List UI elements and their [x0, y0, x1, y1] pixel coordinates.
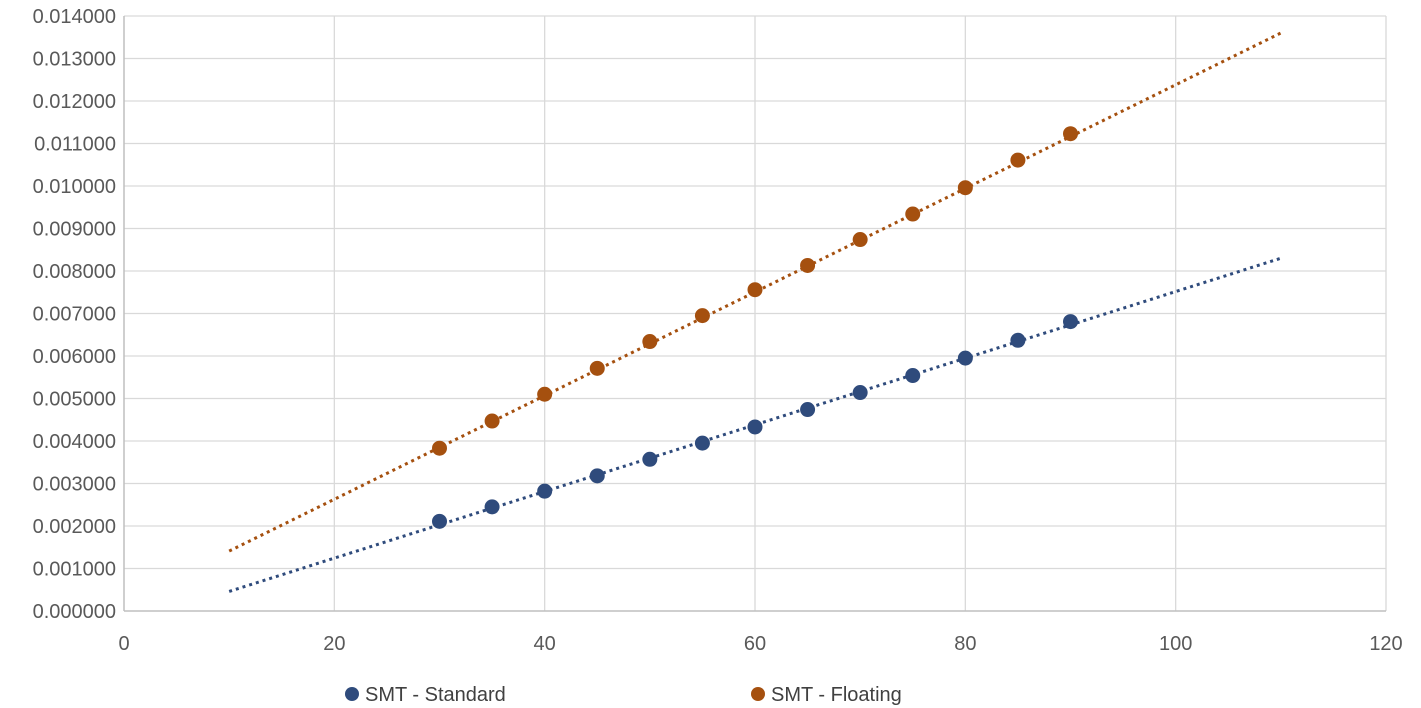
y-tick-label: 0.009000 — [33, 219, 116, 241]
data-points — [432, 126, 1078, 529]
y-tick-label: 0.013000 — [33, 49, 116, 71]
data-point-series-1 — [1063, 314, 1078, 330]
y-tick-label: 0.002000 — [33, 516, 116, 538]
gridlines — [124, 15, 1387, 611]
x-tick-label: 0 — [118, 633, 129, 655]
y-tick-label: 0.000000 — [33, 601, 116, 623]
axes: 0.000000 0.001000 0.002000 0.003000 0.004000… — [33, 6, 1403, 655]
trendline-series-1 — [228, 256, 1282, 593]
data-point-series-1 — [589, 468, 605, 484]
x-tick-label: 40 — [534, 633, 556, 655]
x-tick-label: 120 — [1369, 633, 1402, 655]
x-tick-label: 60 — [744, 633, 766, 655]
data-point-series-2 — [484, 413, 500, 429]
data-point-series-2 — [694, 308, 710, 324]
y-tick-label: 0.006000 — [33, 346, 116, 368]
y-tick-label: 0.008000 — [33, 261, 116, 283]
data-point-series-2 — [957, 180, 973, 196]
data-point-series-1 — [852, 385, 868, 401]
x-tick-label: 20 — [323, 633, 345, 655]
data-point-series-2 — [852, 232, 868, 248]
data-point-series-1 — [432, 513, 447, 529]
y-tick-label: 0.001000 — [33, 559, 116, 581]
y-tick-label: 0.014000 — [33, 6, 116, 28]
legend-marker-series-2 — [751, 687, 765, 701]
data-point-series-2 — [1063, 126, 1078, 142]
data-point-series-1 — [905, 368, 921, 384]
data-point-series-2 — [537, 386, 553, 402]
data-point-series-1 — [484, 499, 500, 515]
data-point-series-2 — [747, 282, 763, 298]
x-tick-label: 80 — [954, 633, 976, 655]
trendlines — [228, 31, 1282, 593]
y-tick-label: 0.004000 — [33, 431, 116, 453]
data-point-series-1 — [800, 402, 816, 418]
data-point-series-2 — [800, 257, 816, 273]
data-point-series-2 — [432, 440, 447, 456]
legend-label-series-2: SMT - Floating — [771, 684, 902, 706]
data-point-series-1 — [1010, 332, 1026, 348]
legend-label-series-1: SMT - Standard — [365, 684, 506, 706]
data-point-series-2 — [1010, 152, 1026, 168]
x-tick-label: 100 — [1159, 633, 1192, 655]
y-tick-label: 0.010000 — [33, 176, 116, 198]
data-point-series-1 — [642, 451, 658, 467]
data-point-series-1 — [957, 350, 973, 366]
y-tick-label: 0.003000 — [33, 474, 116, 496]
data-point-series-2 — [589, 360, 605, 376]
data-point-series-1 — [537, 483, 553, 499]
data-point-series-2 — [642, 334, 658, 350]
legend-marker-series-1 — [345, 687, 359, 701]
y-tick-label: 0.012000 — [33, 91, 116, 113]
y-tick-label: 0.011000 — [34, 134, 116, 156]
y-tick-label: 0.005000 — [33, 389, 116, 411]
legend: SMT - Standard SMT - Floating — [345, 684, 902, 706]
y-tick-label: 0.007000 — [33, 304, 116, 326]
data-point-series-1 — [747, 419, 763, 435]
data-point-series-2 — [905, 206, 921, 222]
data-point-series-1 — [694, 435, 710, 451]
